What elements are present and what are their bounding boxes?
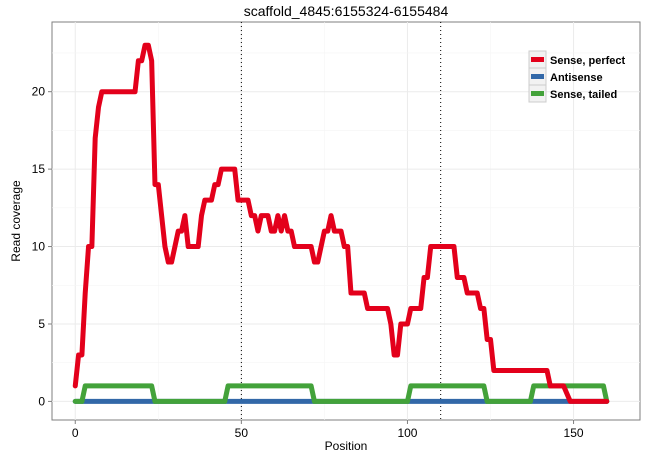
x-axis-label: Position [325, 439, 368, 453]
x-tick-label: 100 [397, 426, 417, 440]
series-line-sense-perfect [72, 42, 610, 404]
chart-title: scaffold_4845:6155324-6155484 [244, 3, 449, 19]
x-tick-label: 150 [564, 426, 584, 440]
y-tick-label: 10 [32, 240, 46, 254]
legend-label: Sense, tailed [550, 89, 617, 101]
legend-label: Antisense [550, 72, 603, 84]
x-tick-label: 0 [72, 426, 79, 440]
x-tick-label: 50 [235, 426, 249, 440]
y-tick-label: 20 [32, 85, 46, 99]
y-tick-label: 0 [38, 394, 45, 408]
y-axis-label: Read coverage [9, 180, 23, 262]
y-tick-label: 15 [32, 162, 46, 176]
series-line-sense-tailed [72, 383, 610, 404]
y-tick-label: 5 [38, 317, 45, 331]
legend-label: Sense, perfect [550, 55, 626, 67]
